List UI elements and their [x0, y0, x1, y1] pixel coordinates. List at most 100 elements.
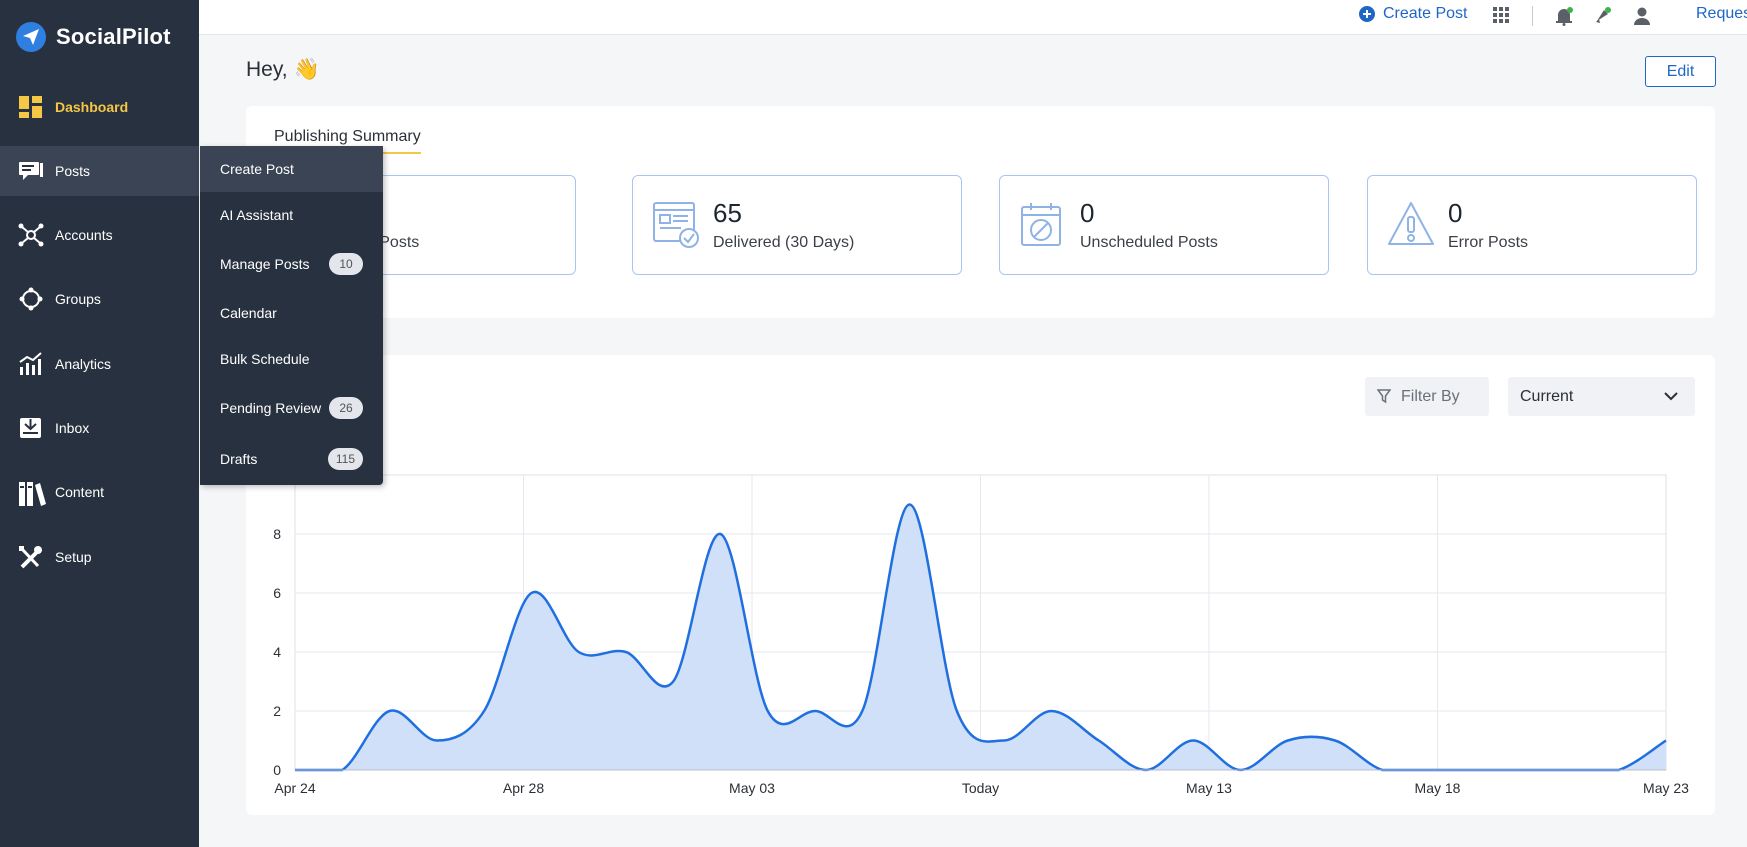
data-point: [1617, 768, 1621, 772]
submenu-item-create-post[interactable]: Create Post: [200, 146, 383, 192]
sidebar-item-content[interactable]: Content: [0, 467, 199, 517]
submenu-item-drafts[interactable]: Drafts 115: [200, 436, 383, 482]
stat-label: Unscheduled Posts: [1080, 234, 1218, 251]
sidebar-item-label: Dashboard: [55, 99, 129, 115]
accounts-icon: [18, 223, 44, 247]
brand[interactable]: SocialPilot: [16, 22, 171, 52]
x-tick-label: Apr 24: [274, 780, 315, 796]
x-tick-label: May 23: [1643, 780, 1689, 796]
sidebar-item-label: Posts: [55, 163, 91, 179]
setup-icon: [18, 545, 44, 569]
submenu-item-ai-assistant[interactable]: AI Assistant: [200, 192, 383, 238]
data-point: [1475, 768, 1479, 772]
stat-label: Delivered (30 Days): [713, 234, 855, 251]
count-badge: 10: [329, 253, 363, 275]
submenu-item-manage-posts[interactable]: Manage Posts 10: [200, 241, 383, 287]
sidebar-item-dashboard[interactable]: Dashboard: [0, 82, 199, 132]
user-profile-icon[interactable]: [1632, 6, 1652, 26]
request-link[interactable]: Reques: [1696, 5, 1747, 22]
data-point: [482, 709, 486, 713]
series-area: [295, 504, 1666, 770]
stat-value: 0: [1080, 198, 1095, 228]
filter-by-button[interactable]: Filter By: [1365, 377, 1489, 416]
data-point: [1664, 739, 1668, 743]
data-point: [813, 709, 817, 713]
sidebar: SocialPilot Dashboard Posts Accounts Gro…: [0, 0, 199, 847]
data-point: [435, 739, 439, 743]
submenu-item-label: Calendar: [220, 305, 277, 321]
stat-value: 65: [713, 198, 742, 228]
posts-icon: [18, 159, 44, 183]
x-tick-label: May 03: [729, 780, 775, 796]
divider: [1532, 6, 1533, 26]
top-bar: Create Post Reques: [199, 0, 1747, 35]
publishing-summary-panel: Publishing Summary ed Posts 65 Delivered…: [246, 106, 1715, 318]
sidebar-item-analytics[interactable]: Analytics: [0, 339, 199, 389]
y-tick-label: 8: [273, 526, 281, 542]
delivered-document-icon: [651, 200, 701, 250]
filter-by-label: Filter By: [1401, 387, 1460, 405]
data-point: [1380, 768, 1384, 772]
sidebar-item-label: Groups: [55, 291, 101, 307]
y-tick-label: 6: [273, 585, 281, 601]
submenu-item-label: Create Post: [220, 161, 294, 177]
create-post-label: Create Post: [1383, 5, 1468, 22]
data-point: [766, 709, 770, 713]
sidebar-item-inbox[interactable]: Inbox: [0, 403, 199, 453]
sidebar-item-posts[interactable]: Posts: [0, 146, 199, 196]
data-point: [908, 503, 912, 507]
warning-triangle-icon: [1386, 200, 1436, 250]
content-icon: [18, 480, 46, 506]
posts-submenu: Create Post AI Assistant Manage Posts 10…: [200, 146, 383, 485]
notifications-bell-icon[interactable]: [1554, 6, 1574, 26]
data-point: [1097, 739, 1101, 743]
filter-funnel-icon: [1377, 389, 1391, 404]
edit-button[interactable]: Edit: [1645, 56, 1716, 87]
data-point: [955, 709, 959, 713]
data-point: [1239, 768, 1243, 772]
submenu-item-calendar[interactable]: Calendar: [200, 290, 383, 336]
data-point: [577, 650, 581, 654]
apps-grid-icon[interactable]: [1492, 6, 1512, 26]
period-select-value: Current: [1520, 387, 1574, 405]
submenu-item-label: Pending Review: [220, 400, 322, 416]
data-point: [671, 680, 675, 684]
sidebar-item-groups[interactable]: Groups: [0, 274, 199, 324]
data-point: [1002, 739, 1006, 743]
data-point: [529, 591, 533, 595]
submenu-item-label: Drafts: [220, 451, 258, 467]
stat-card-error[interactable]: 0 Error Posts: [1367, 175, 1697, 275]
sidebar-item-label: Accounts: [55, 227, 113, 243]
submenu-item-bulk-schedule[interactable]: Bulk Schedule: [200, 336, 383, 382]
x-tick-label: May 13: [1186, 780, 1232, 796]
period-select[interactable]: Current: [1508, 377, 1695, 416]
analytics-icon: [18, 352, 44, 376]
data-point: [340, 768, 344, 772]
rocket-icon[interactable]: [1592, 6, 1612, 26]
stat-card-delivered[interactable]: 65 Delivered (30 Days): [632, 175, 962, 275]
x-tick-label: Apr 28: [503, 780, 544, 796]
plus-circle-icon: [1359, 6, 1375, 22]
chevron-down-icon: [1664, 392, 1678, 401]
unscheduled-calendar-icon: [1018, 200, 1068, 250]
data-point: [1286, 739, 1290, 743]
sidebar-item-setup[interactable]: Setup: [0, 532, 199, 582]
greeting: Hey, 👋: [246, 58, 320, 81]
sidebar-item-label: Analytics: [55, 356, 112, 372]
create-post-link[interactable]: Create Post: [1359, 5, 1467, 23]
data-point: [1522, 768, 1526, 772]
groups-icon: [18, 287, 44, 311]
submenu-item-label: Manage Posts: [220, 256, 310, 272]
data-point: [1428, 768, 1432, 772]
inbox-icon: [18, 416, 44, 440]
stat-card-unscheduled[interactable]: 0 Unscheduled Posts: [999, 175, 1329, 275]
submenu-item-label: Bulk Schedule: [220, 351, 310, 367]
posts-trend-chart: 0 2 4 6 8 Apr 24 Apr 28 May 03 Today May 13 May 18…: [273, 474, 1689, 796]
data-point: [860, 709, 864, 713]
x-tick-label: Today: [962, 780, 999, 796]
stat-label: Error Posts: [1448, 234, 1529, 251]
data-point: [388, 709, 392, 713]
submenu-item-pending-review[interactable]: Pending Review 26: [200, 385, 383, 431]
sidebar-item-accounts[interactable]: Accounts: [0, 210, 199, 260]
